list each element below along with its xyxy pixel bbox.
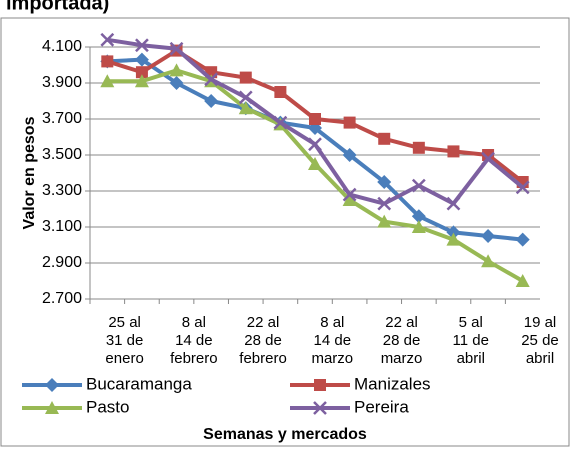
- marker: [377, 175, 392, 189]
- y-tick-label: 2.900: [42, 254, 82, 271]
- legend-label: Pereira: [354, 397, 409, 416]
- x-tick-label: 19 al 25 de abril: [521, 314, 559, 367]
- marker: [446, 225, 461, 240]
- marker: [342, 187, 357, 202]
- marker: [342, 193, 357, 206]
- legend-label: Manizales: [354, 374, 431, 393]
- x-axis-title: Semanas y mercados: [203, 426, 367, 443]
- x-tick-label: 8 al 14 de febrero: [170, 314, 218, 367]
- x-tick-label: 22 al 28 de febrero: [239, 314, 287, 367]
- marker: [482, 149, 495, 161]
- marker: [169, 76, 184, 90]
- marker: [481, 151, 495, 166]
- marker: [45, 378, 59, 392]
- legend-label: Bucaramanga: [86, 374, 192, 393]
- marker: [134, 74, 149, 88]
- marker: [446, 196, 461, 211]
- marker: [239, 71, 252, 84]
- y-tick-label: 3.700: [42, 110, 82, 127]
- marker: [169, 41, 184, 56]
- marker: [411, 178, 426, 193]
- marker: [313, 401, 327, 415]
- x-tick-label: 5 al 11 de abril: [453, 314, 489, 367]
- marker: [204, 72, 219, 87]
- marker: [238, 90, 253, 105]
- marker: [101, 55, 114, 68]
- marker: [515, 232, 530, 247]
- marker: [273, 115, 288, 130]
- x-tick-label: 8 al 14 de marzo: [311, 314, 353, 367]
- marker: [314, 379, 326, 391]
- marker: [446, 232, 461, 246]
- marker: [309, 113, 321, 125]
- marker: [45, 401, 59, 414]
- marker: [447, 145, 460, 158]
- marker: [377, 214, 392, 228]
- chart-title: importada): [6, 0, 109, 14]
- marker: [204, 94, 219, 108]
- marker: [134, 52, 149, 67]
- x-tick-label: 25 al 31 de enero: [105, 314, 143, 367]
- y-tick-label: 2.700: [42, 290, 82, 307]
- marker: [308, 157, 322, 170]
- marker: [169, 63, 184, 77]
- marker: [481, 229, 496, 243]
- marker: [135, 38, 149, 53]
- marker: [515, 180, 530, 195]
- marker: [274, 86, 287, 98]
- marker: [135, 66, 148, 79]
- marker: [308, 137, 322, 152]
- y-tick-label: 3.300: [42, 182, 82, 199]
- y-tick-label: 3.500: [42, 146, 82, 163]
- marker: [378, 132, 391, 145]
- marker: [411, 209, 426, 224]
- marker: [100, 32, 115, 47]
- x-tick-label: 22 al 28 de marzo: [381, 314, 423, 367]
- marker: [238, 101, 253, 115]
- marker: [342, 148, 357, 162]
- marker: [343, 116, 356, 129]
- y-tick-label: 3.100: [42, 218, 82, 235]
- marker: [411, 220, 426, 233]
- y-tick-label: 4.100: [42, 38, 82, 55]
- y-tick-label: 3.900: [42, 74, 82, 91]
- marker: [377, 196, 392, 211]
- marker: [481, 254, 496, 268]
- y-axis-title: Valor en pesos: [21, 116, 38, 229]
- legend-label: Pasto: [86, 397, 129, 416]
- marker: [100, 74, 115, 88]
- marker: [412, 141, 425, 154]
- marker: [515, 274, 530, 287]
